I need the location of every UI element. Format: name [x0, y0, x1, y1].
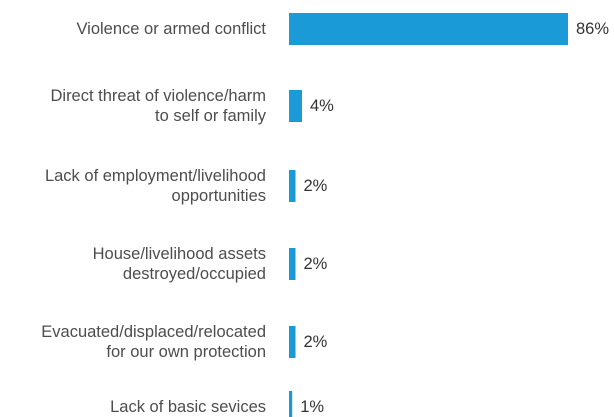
value-label-2: 2% [304, 177, 328, 195]
category-label-3-line-1: destroyed/occupied [123, 265, 266, 283]
value-label-1: 4% [310, 97, 334, 115]
category-label-3-line-0: House/livelihood assets [93, 245, 266, 263]
value-label-5: 1% [300, 398, 324, 416]
bar-2 [289, 170, 296, 202]
category-label-2-line-1: opportunities [172, 187, 266, 205]
category-label-5: Lack of basic sevices [110, 398, 266, 416]
bar-4 [289, 326, 296, 358]
bar-0 [289, 13, 568, 45]
category-label-1-line-0: Direct threat of violence/harm [50, 87, 266, 105]
category-labels: Violence or armed conflict Direct threat … [41, 20, 266, 416]
bars [289, 13, 568, 417]
category-label-2: Lack of employment/livelihood opportuniti… [45, 167, 266, 205]
category-label-4-line-0: Evacuated/displaced/relocated [41, 323, 266, 341]
value-label-0: 86% [576, 20, 609, 38]
bar-1 [289, 90, 302, 122]
category-label-2-line-0: Lack of employment/livelihood [45, 167, 266, 185]
category-label-5-line-0: Lack of basic sevices [110, 398, 266, 416]
category-label-3: House/livelihood assets destroyed/occupie… [93, 245, 266, 283]
category-label-1: Direct threat of violence/harm to self or… [50, 87, 266, 125]
value-labels: 86% 4% 2% 2% 2% 1% [300, 20, 609, 416]
bar-5 [289, 391, 293, 417]
category-label-4-line-1: for our own protection [106, 343, 266, 361]
value-label-4: 2% [304, 333, 328, 351]
category-label-0-line-0: Violence or armed conflict [76, 20, 266, 38]
value-label-3: 2% [304, 255, 328, 273]
bar-3 [289, 248, 296, 280]
category-label-4: Evacuated/displaced/relocated for our own… [41, 323, 266, 361]
category-label-1-line-1: to self or family [155, 107, 267, 125]
category-label-0: Violence or armed conflict [76, 20, 266, 38]
